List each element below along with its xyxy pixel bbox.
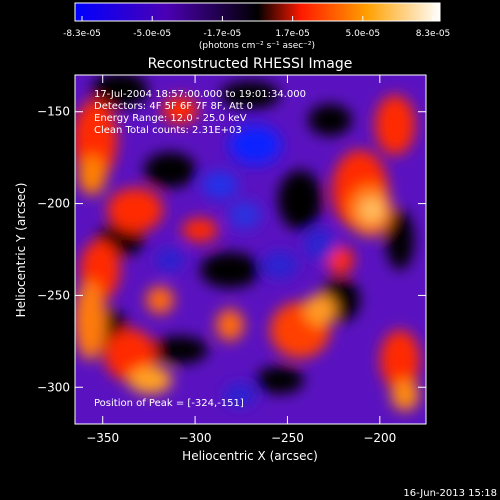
heatmap-blob	[229, 125, 281, 165]
axis-ticks: −350 −300 −250 −200 −300 −250 −200 −150	[37, 75, 426, 445]
x-tick-label: −250	[271, 431, 304, 445]
y-tick-label: −250	[37, 288, 70, 302]
colorbar-unit-label: (photons cm⁻² s⁻¹ asec⁻²)	[199, 41, 315, 51]
annotation-line: Clean Total counts: 2.31E+03	[94, 125, 242, 136]
heatmap-blob	[202, 171, 238, 199]
heatmap-blob	[78, 155, 106, 195]
heatmap-blob	[200, 252, 260, 288]
heatmap-blob	[308, 104, 352, 136]
annotations: 17-Jul-2004 18:57:00.000 to 19:01:34.000…	[94, 89, 306, 136]
peak-position-label: Position of Peak = [-324,-151]	[94, 398, 244, 409]
heatmap-blob	[144, 152, 196, 188]
heatmap-blob	[304, 229, 336, 261]
plot-frame	[74, 74, 427, 425]
colorbar-tick-label: -1.7e-05	[203, 29, 241, 39]
colorbar-tick-label: -8.3e-05	[63, 29, 101, 39]
heatmap-blob	[262, 251, 298, 279]
annotation-line: 17-Jul-2004 18:57:00.000 to 19:01:34.000	[94, 89, 306, 100]
heatmap-blob	[107, 188, 163, 232]
heatmap-blob	[386, 210, 414, 270]
colorbar-ticks: -8.3e-05 -5.0e-05 -1.7e-05 1.7e-05 5.0e-05 8.…	[63, 16, 450, 39]
colorbar-tick-label: 8.3e-05	[416, 29, 451, 39]
heatmap-blob	[92, 75, 148, 108]
heatmap-blob	[375, 95, 415, 155]
heatmap-blob	[220, 81, 280, 109]
timestamp: 16-Jun-2013 15:18	[403, 488, 497, 499]
heatmap-blob	[128, 366, 172, 394]
heatmap-blob	[380, 330, 420, 390]
heatmap-blob	[182, 218, 218, 242]
heatmap-blob	[304, 294, 336, 326]
y-tick-label: −300	[37, 380, 70, 394]
colorbar-tick-label: 5.0e-05	[346, 29, 381, 39]
heatmap-blob	[156, 248, 184, 272]
heatmap-blob	[229, 201, 261, 229]
heatmap-blob	[224, 383, 256, 407]
heatmap-blob	[256, 366, 304, 394]
colorbar-tick-label: 1.7e-05	[275, 29, 310, 39]
x-tick-label: −300	[179, 431, 212, 445]
heatmap-blob	[216, 309, 244, 341]
heatmap-blob	[391, 379, 419, 411]
heatmap-blob	[162, 96, 198, 124]
y-tick-label: −200	[37, 197, 70, 211]
colorbar	[74, 2, 441, 22]
colorbar-tick-label: -5.0e-05	[133, 29, 171, 39]
heatmap-blob	[75, 280, 106, 360]
y-tick-label: −150	[37, 105, 70, 119]
annotation-line: Detectors: 4F 5F 6F 7F 8F, Att 0	[94, 101, 253, 112]
chart-title: Reconstructed RHESSI Image	[148, 56, 353, 72]
heatmap-blob	[146, 286, 174, 314]
heatmap-blob	[152, 336, 208, 364]
heatmap-area	[75, 75, 426, 424]
x-tick-label: −200	[363, 431, 396, 445]
heatmap-blob	[278, 170, 322, 230]
x-axis-label: Heliocentric X (arcsec)	[182, 449, 318, 463]
x-tick-label: −350	[86, 431, 119, 445]
y-axis-label: Heliocentric Y (arcsec)	[14, 183, 28, 318]
annotation-line: Energy Range: 12.0 - 25.0 keV	[94, 113, 247, 124]
heatmap-blob	[360, 198, 384, 222]
